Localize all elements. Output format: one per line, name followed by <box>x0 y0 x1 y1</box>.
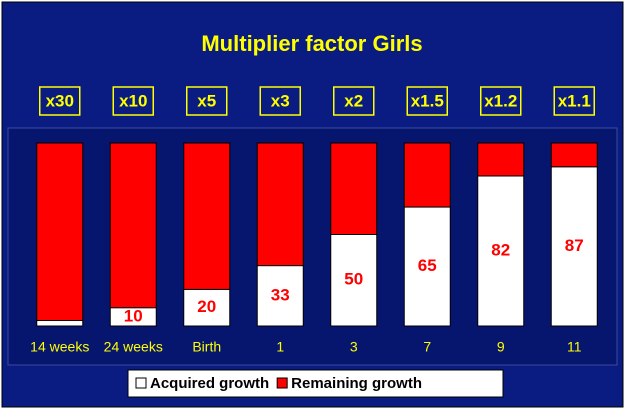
data-label: 50 <box>344 270 363 289</box>
multiplier-label: x3 <box>271 91 290 110</box>
legend-swatch <box>135 377 147 389</box>
bar-segment <box>183 288 231 327</box>
multiplier-box <box>553 86 595 116</box>
legend-swatch <box>276 377 288 389</box>
multiplier-box <box>112 86 154 116</box>
bar-segment <box>330 142 378 235</box>
data-label: 87 <box>565 236 584 255</box>
multiplier-box <box>259 86 301 116</box>
bar-segment <box>36 320 84 327</box>
multiplier-box <box>186 86 228 116</box>
legend-box <box>127 369 504 398</box>
legend-label: Remaining growth <box>291 375 422 392</box>
bar-segment <box>256 265 304 327</box>
multiplier-box <box>406 86 448 116</box>
multiplier-label: x1.5 <box>411 91 444 110</box>
bar-segment <box>403 206 451 327</box>
multiplier-box <box>480 86 522 116</box>
x-tick-label: 24 weeks <box>104 339 163 355</box>
bar-segment <box>550 166 598 327</box>
chart-title: Multiplier factor Girls <box>201 31 422 56</box>
x-tick-label: Birth <box>192 339 221 355</box>
x-tick-label: 9 <box>497 339 505 355</box>
x-tick-label: 1 <box>276 339 284 355</box>
bar-segment <box>256 142 304 267</box>
data-label: 20 <box>197 297 216 316</box>
multiplier-label: x30 <box>46 91 74 110</box>
multiplier-label: x5 <box>197 91 216 110</box>
data-label: 65 <box>418 256 437 275</box>
bar-segment <box>183 142 231 290</box>
multiplier-label: x10 <box>119 91 147 110</box>
bar-segment <box>477 142 525 177</box>
multiplier-box <box>333 86 375 116</box>
plot-area <box>7 127 618 366</box>
legend-label: Acquired growth <box>150 375 269 392</box>
x-tick-label: 7 <box>423 339 431 355</box>
data-label: 82 <box>491 240 510 259</box>
data-label: 10 <box>124 306 143 325</box>
multiplier-label: x1.1 <box>558 91 591 110</box>
multiplier-box <box>39 86 81 116</box>
bar-segment <box>550 142 598 168</box>
bar-segment <box>403 142 451 208</box>
bar-segment <box>330 234 378 327</box>
x-tick-label: 14 weeks <box>30 339 89 355</box>
multiplier-label: x2 <box>344 91 363 110</box>
bar-segment <box>36 142 84 322</box>
bar-segment <box>109 142 157 309</box>
multiplier-label: x1.2 <box>484 91 517 110</box>
x-tick-label: 11 <box>567 339 582 355</box>
x-tick-label: 3 <box>350 339 358 355</box>
data-label: 33 <box>271 285 290 304</box>
